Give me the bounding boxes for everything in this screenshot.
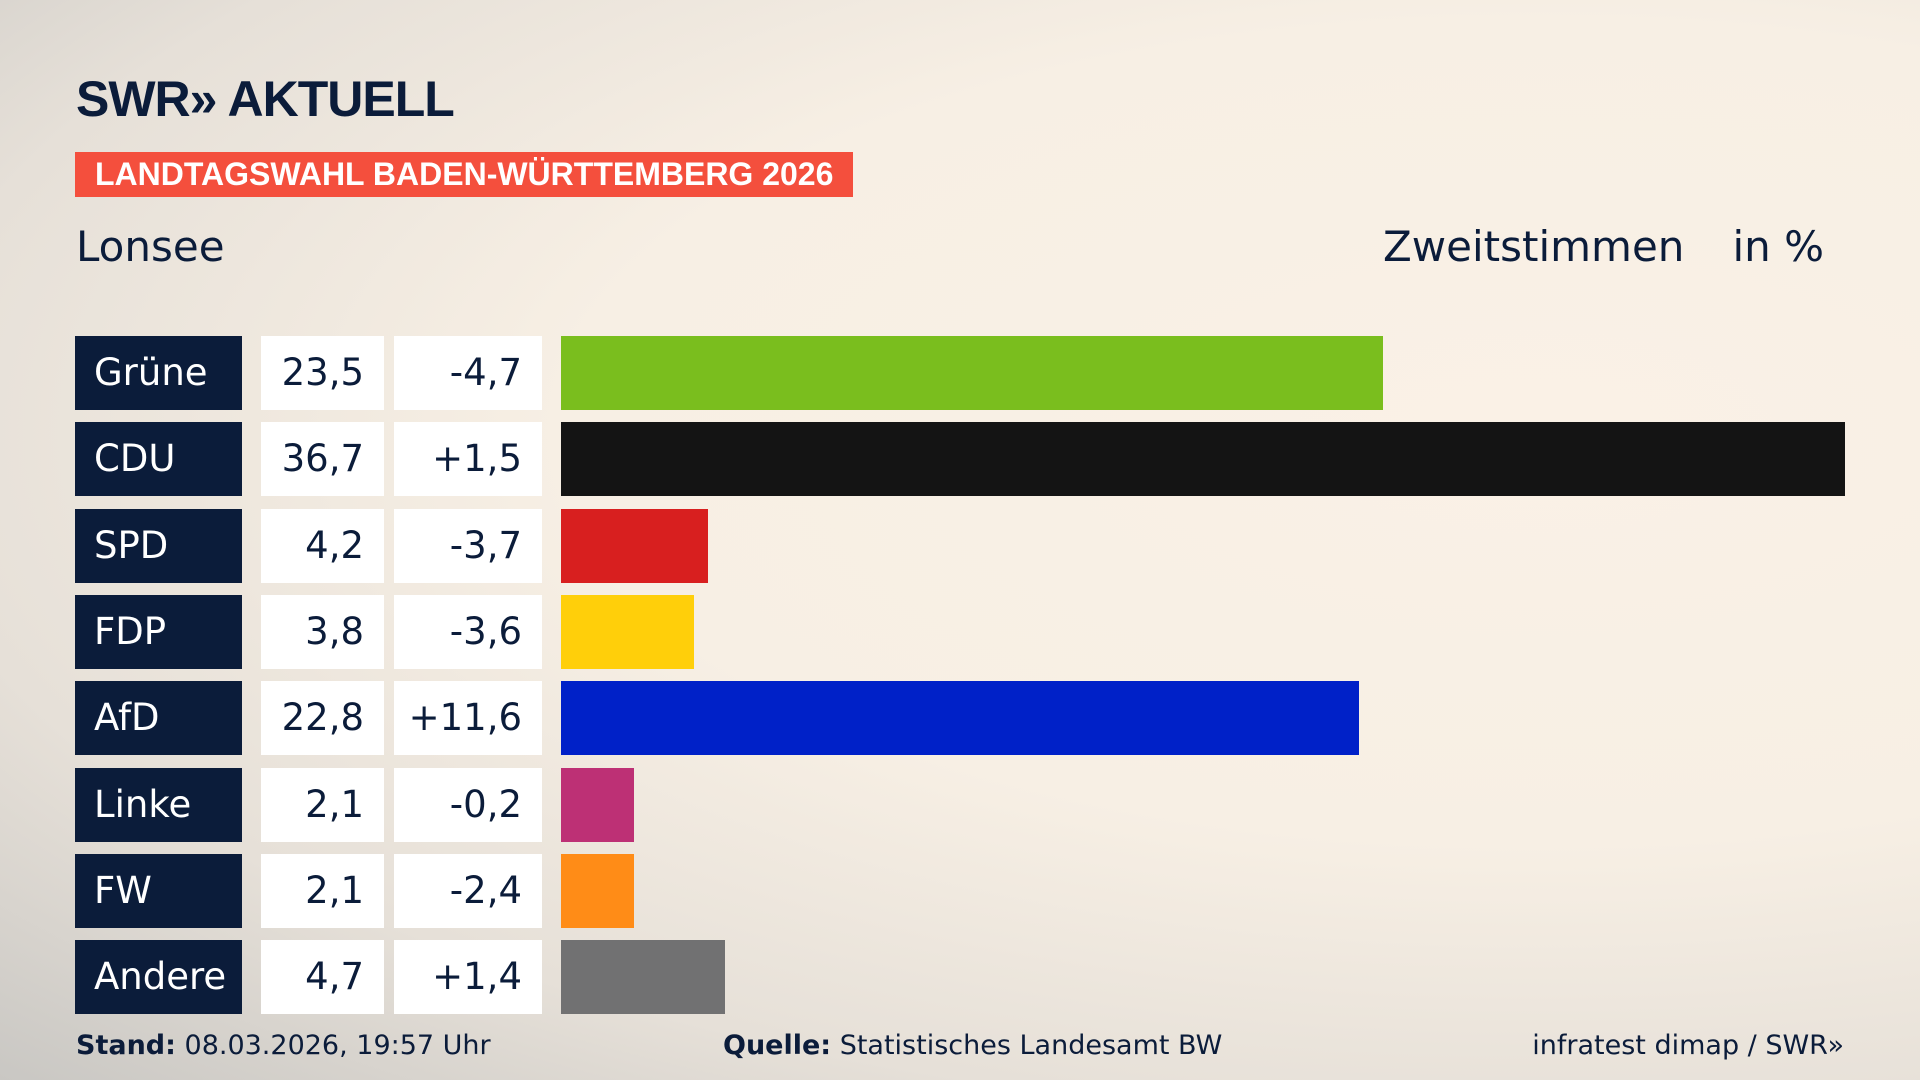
- party-row: SPD 4,2 -3,7: [0, 508, 1920, 583]
- party-label: Andere: [75, 940, 242, 1015]
- source: Quelle: Statistisches Landesamt BW: [723, 1030, 1222, 1061]
- vote-share: 36,7: [261, 422, 384, 497]
- bar: [561, 508, 708, 583]
- party-row: FDP 3,8 -3,6: [0, 594, 1920, 669]
- source-value: Statistisches Landesamt BW: [839, 1030, 1223, 1061]
- vote-share: 2,1: [261, 767, 384, 842]
- bar: [561, 853, 635, 928]
- vote-change: +11,6: [394, 681, 542, 756]
- party-row: Andere 4,7 +1,4: [0, 940, 1920, 1015]
- credit: infratest dimap / SWR»: [1532, 1030, 1844, 1061]
- unit-label: in %: [1732, 222, 1824, 271]
- party-row: FW 2,1 -2,4: [0, 853, 1920, 928]
- vote-share: 4,7: [261, 940, 384, 1015]
- vote-change: -0,2: [394, 767, 542, 842]
- party-label: Grüne: [75, 336, 242, 410]
- party-label: CDU: [75, 422, 242, 497]
- stand-value: 08.03.2026, 19:57 Uhr: [184, 1030, 491, 1061]
- party-row: AfD 22,8 +11,6: [0, 681, 1920, 756]
- vote-change: -4,7: [394, 336, 542, 410]
- party-row: CDU 36,7 +1,5: [0, 422, 1920, 497]
- vote-share: 3,8: [261, 594, 384, 669]
- vote-change: -3,7: [394, 508, 542, 583]
- bar: [561, 422, 1845, 497]
- stand-label: Stand:: [76, 1030, 176, 1061]
- vote-share: 4,2: [261, 508, 384, 583]
- vote-share: 23,5: [261, 336, 384, 410]
- bar: [561, 681, 1359, 756]
- vote-share: 22,8: [261, 681, 384, 756]
- party-label: SPD: [75, 508, 242, 583]
- party-label: FW: [75, 853, 242, 928]
- region-name: Lonsee: [76, 222, 225, 271]
- vote-type: Zweitstimmen: [1383, 222, 1685, 271]
- bar: [561, 336, 1384, 410]
- bar: [561, 594, 694, 669]
- bar: [561, 940, 726, 1015]
- party-row: Grüne 23,5 -4,7: [0, 336, 1920, 410]
- party-label: FDP: [75, 594, 242, 669]
- timestamp: Stand: 08.03.2026, 19:57 Uhr: [76, 1030, 491, 1061]
- party-label: AfD: [75, 681, 242, 756]
- vote-change: -2,4: [394, 853, 542, 928]
- vote-share: 2,1: [261, 853, 384, 928]
- swr-aktuell-logo: SWR» AKTUELL: [76, 71, 455, 127]
- party-row: Linke 2,1 -0,2: [0, 767, 1920, 842]
- vote-change: +1,5: [394, 422, 542, 497]
- vote-change: -3,6: [394, 594, 542, 669]
- bar: [561, 767, 635, 842]
- vote-change: +1,4: [394, 940, 542, 1015]
- party-label: Linke: [75, 767, 242, 842]
- election-banner: LANDTAGSWAHL BADEN-WÜRTTEMBERG 2026: [75, 152, 854, 197]
- source-label: Quelle:: [723, 1030, 832, 1061]
